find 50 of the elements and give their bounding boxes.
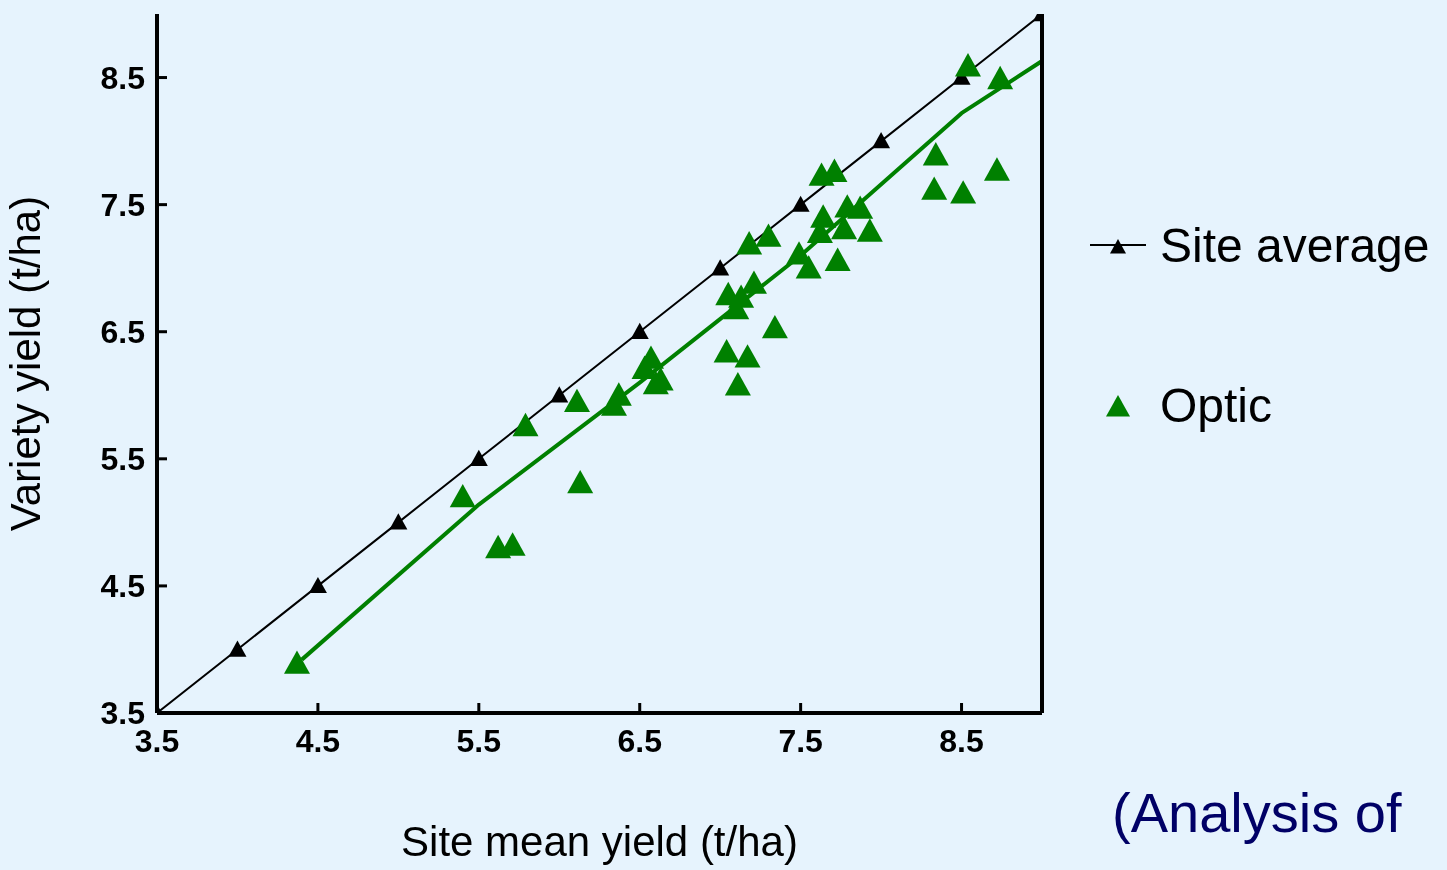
point (761, 314, 788, 339)
point (847, 195, 874, 219)
point (728, 284, 755, 308)
y-tick-label: 5.5 (100, 441, 145, 478)
point (512, 412, 539, 437)
point (987, 65, 1014, 90)
legend-label: Site average (1160, 217, 1430, 273)
point (283, 650, 310, 674)
x-axis-title: Site mean yield (t/ha) (401, 818, 798, 865)
point (810, 204, 837, 228)
point (795, 255, 822, 279)
point (922, 142, 949, 166)
point (740, 270, 767, 294)
point (713, 339, 740, 363)
y-tick-label: 8.5 (100, 59, 145, 96)
point (389, 513, 408, 530)
point (449, 483, 476, 508)
point (755, 223, 782, 247)
y-tick-label: 7.5 (100, 187, 145, 223)
point (954, 53, 981, 77)
point (605, 382, 632, 406)
point (734, 344, 761, 368)
point (831, 215, 858, 240)
y-tick-label: 6.5 (100, 314, 145, 351)
x-tick-label: 8.5 (939, 722, 984, 759)
point (983, 157, 1010, 181)
point (563, 388, 590, 413)
point (567, 469, 594, 494)
point (228, 640, 247, 657)
point (824, 247, 851, 271)
point (308, 576, 327, 594)
point (736, 231, 763, 255)
x-tick-label: 5.5 (456, 722, 502, 759)
point (550, 386, 569, 403)
point (724, 372, 751, 396)
x-tick-label: 7.5 (778, 722, 823, 759)
point (630, 322, 649, 339)
point (950, 180, 977, 204)
x-tick-label: 6.5 (617, 722, 662, 759)
legend-label: Optic (1160, 377, 1273, 433)
y-tick-label: 4.5 (100, 568, 145, 605)
point (791, 195, 810, 212)
point (469, 449, 488, 467)
y-axis-title: Variety yield (t/ha) (1, 195, 49, 532)
point (872, 132, 891, 149)
text: (Analysis of (1112, 780, 1402, 845)
point (921, 176, 948, 200)
x-tick-label: 4.5 (295, 722, 341, 759)
point (711, 259, 730, 276)
point (856, 218, 883, 242)
